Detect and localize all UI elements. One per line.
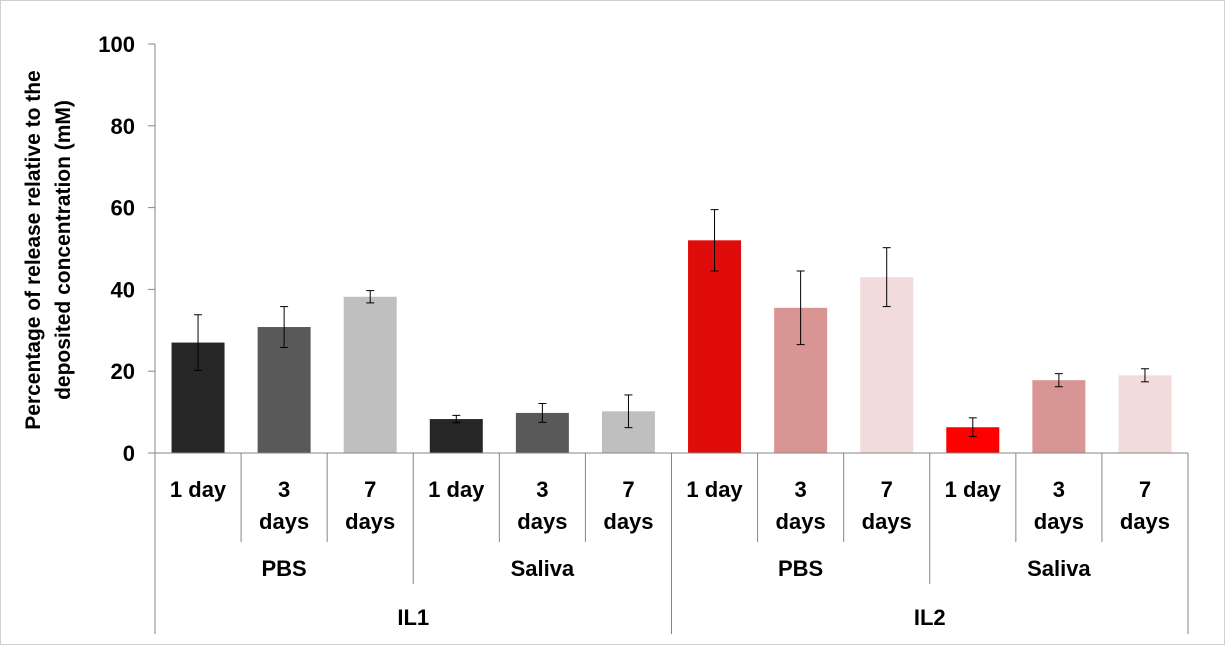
bar — [1032, 380, 1086, 453]
y-tick-label: 80 — [111, 114, 135, 139]
x-group-label-medium: Saliva — [511, 556, 575, 581]
bar — [343, 296, 397, 453]
x-group-label-ionic-liquid: IL2 — [914, 605, 946, 630]
x-tick-label: 1 day — [428, 477, 485, 502]
x-tick-label: days — [862, 509, 912, 534]
x-tick-label: 7 — [364, 477, 376, 502]
bar — [257, 327, 311, 453]
x-tick-label: 3 — [795, 477, 807, 502]
y-axis-title-line: deposited concentration (mM) — [52, 100, 75, 400]
bar — [1118, 375, 1172, 453]
x-tick-label: 7 — [622, 477, 634, 502]
x-group-label-medium: PBS — [262, 556, 307, 581]
x-group-label-medium: Saliva — [1027, 556, 1091, 581]
bar — [429, 419, 483, 453]
x-tick-label: days — [1120, 509, 1170, 534]
y-tick-label: 40 — [111, 277, 135, 302]
x-tick-label: 7 — [1139, 477, 1151, 502]
x-tick-label: days — [1034, 509, 1084, 534]
x-tick-label: days — [517, 509, 567, 534]
x-group-label-medium: PBS — [778, 556, 823, 581]
x-tick-label: days — [603, 509, 653, 534]
x-tick-label: days — [776, 509, 826, 534]
x-group-label-ionic-liquid: IL1 — [397, 605, 429, 630]
x-tick-label: 1 day — [686, 477, 743, 502]
x-tick-label: days — [345, 509, 395, 534]
bar — [688, 240, 742, 453]
x-tick-label: 1 day — [170, 477, 227, 502]
x-tick-label: 7 — [881, 477, 893, 502]
y-tick-label: 20 — [111, 359, 135, 384]
x-tick-label: 3 — [278, 477, 290, 502]
x-tick-label: days — [259, 509, 309, 534]
y-tick-label: 100 — [98, 32, 135, 57]
x-tick-label: 3 — [1053, 477, 1065, 502]
y-tick-label: 60 — [111, 196, 135, 221]
y-tick-label: 0 — [123, 441, 135, 466]
y-axis-title-line: Percentage of release relative to the — [22, 70, 45, 430]
x-tick-label: 1 day — [945, 477, 1002, 502]
x-tick-label: 3 — [536, 477, 548, 502]
